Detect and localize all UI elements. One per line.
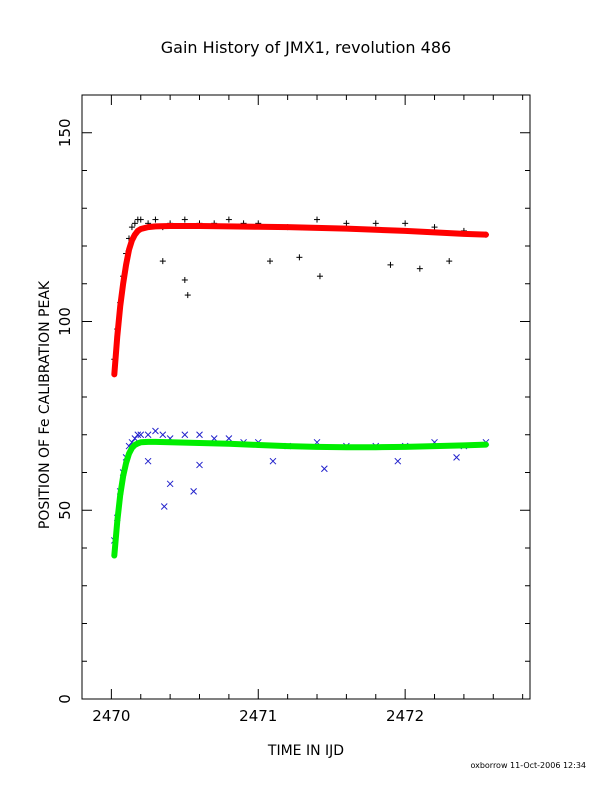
plus-point	[402, 220, 409, 227]
point-stroke-b	[131, 435, 139, 442]
cross-point	[144, 431, 152, 439]
plus-point	[131, 220, 138, 227]
plus-point	[181, 216, 188, 223]
cross-point	[134, 431, 142, 439]
point-stroke-b	[144, 431, 152, 439]
cross-point	[181, 431, 189, 439]
axis-ticks: 2470 2471 2472 0 50 100 150	[56, 94, 530, 725]
point-stroke-b	[321, 465, 328, 473]
fit-curve-1	[111, 222, 489, 378]
plot-frame	[81, 94, 531, 700]
plus-point	[387, 261, 394, 268]
point-stroke-b	[269, 457, 277, 465]
point-stroke-b	[134, 431, 142, 439]
x-tick-label: 2472	[386, 707, 424, 725]
cross-point	[131, 435, 139, 442]
y-tick-label: 100	[56, 307, 74, 336]
cross-point	[160, 503, 168, 510]
point-stroke-b	[225, 435, 233, 442]
plus-point	[159, 258, 166, 265]
plus-point	[316, 273, 323, 280]
cross-point	[144, 457, 152, 465]
point-stroke-b	[166, 480, 174, 488]
plus-point	[446, 258, 453, 265]
point-stroke-b	[453, 454, 460, 461]
plus-point	[137, 216, 144, 223]
cross-point	[394, 457, 402, 465]
cross-point	[321, 465, 328, 473]
point-stroke-b	[160, 503, 168, 510]
plus-point	[152, 216, 159, 223]
x-axis-label: TIME IN IJD	[267, 743, 344, 759]
plus-point	[343, 220, 350, 227]
point-stroke-b	[152, 427, 159, 435]
plus-point	[314, 216, 321, 223]
plus-point	[372, 220, 379, 227]
cross-point	[152, 427, 159, 435]
plus-point	[128, 224, 135, 231]
point-stroke-b	[125, 442, 133, 450]
point-stroke-b	[137, 431, 145, 439]
point-stroke-b	[181, 431, 189, 439]
plus-point	[431, 224, 438, 231]
data-marks	[110, 216, 490, 559]
plus-point	[184, 292, 191, 299]
cross-point	[190, 488, 197, 495]
y-tick-label: 150	[56, 118, 74, 147]
x-tick-label: 2470	[92, 707, 130, 725]
y-tick-label: 50	[56, 501, 74, 520]
plus-point	[225, 216, 232, 223]
point-stroke-b	[144, 457, 152, 465]
y-tick-label: 0	[56, 694, 74, 704]
plus-point	[416, 265, 423, 272]
cross-point	[196, 461, 203, 469]
y-axis-label: POSITION OF Fe CALIBRATION PEAK	[37, 280, 53, 529]
point-stroke-b	[196, 461, 203, 469]
point-stroke-b	[196, 431, 203, 439]
point-stroke-b	[190, 488, 197, 495]
cross-point	[166, 480, 174, 488]
cross-point	[269, 457, 277, 465]
plus-point	[296, 254, 303, 261]
cross-point	[453, 454, 460, 461]
chart-title: Gain History of JMX1, revolution 486	[161, 38, 451, 57]
x-tick-label: 2471	[239, 707, 277, 725]
fit-curve-3	[111, 438, 489, 559]
plus-point	[267, 258, 274, 265]
cross-point	[225, 435, 233, 442]
point-stroke-b	[159, 431, 167, 439]
point-stroke-b	[128, 438, 136, 446]
cross-point	[196, 431, 203, 439]
point-stroke-b	[394, 457, 402, 465]
cross-point	[159, 431, 167, 439]
plus-point	[181, 276, 188, 283]
footer-credit: oxborrow 11-Oct-2006 12:34	[470, 761, 586, 770]
cross-point	[137, 431, 145, 439]
